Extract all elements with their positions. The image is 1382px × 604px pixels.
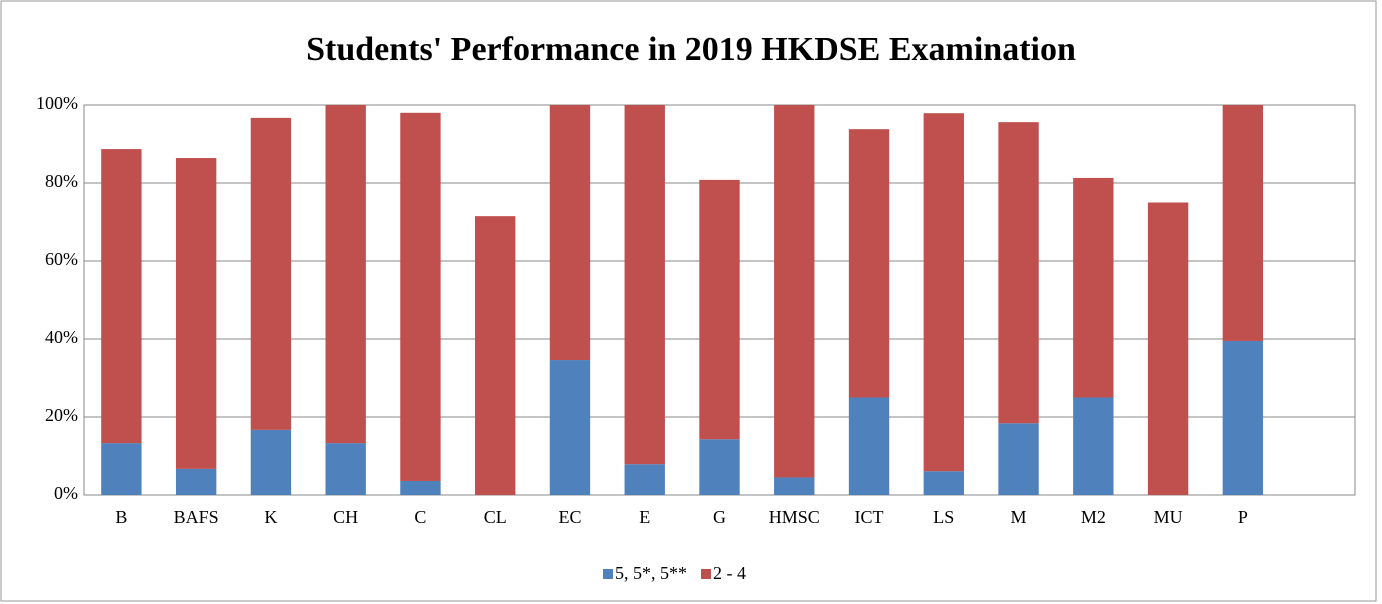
bar-segment (325, 443, 366, 495)
bar-segment (1073, 397, 1114, 495)
bar-segment (101, 443, 142, 495)
legend-label: 5, 5*, 5** (615, 563, 687, 583)
y-tick-label: 80% (45, 171, 78, 191)
y-tick-label: 20% (45, 405, 78, 425)
bar-segment (475, 216, 516, 495)
y-tick-label: 0% (54, 483, 78, 503)
legend-swatch (603, 569, 613, 579)
bar-segment (400, 480, 441, 495)
x-tick-label: HMSC (769, 507, 820, 527)
x-tick-label: B (115, 507, 127, 527)
y-tick-label: 60% (45, 249, 78, 269)
bar-segment (1222, 340, 1264, 495)
bar-segment (699, 439, 740, 495)
bar-segment (923, 471, 964, 495)
x-tick-label: LS (933, 507, 954, 527)
bar-segment (325, 105, 366, 444)
bar-segment (1073, 177, 1114, 398)
bar-segment (101, 149, 142, 444)
bar-segment (1222, 105, 1264, 341)
bar-segment (699, 179, 740, 440)
bar-segment (923, 113, 964, 472)
y-tick-label: 40% (45, 327, 78, 347)
bar-segment (549, 105, 591, 361)
x-tick-label: CH (333, 507, 358, 527)
bar-segment (848, 397, 890, 495)
bar-segment (175, 468, 217, 495)
chart-title: Students' Performance in 2019 HKDSE Exam… (306, 31, 1076, 68)
x-tick-label: P (1238, 507, 1248, 527)
bar-segment (250, 429, 292, 495)
x-tick-label: MU (1154, 507, 1183, 527)
legend-label: 2 - 4 (713, 563, 746, 583)
x-tick-label: ICT (855, 507, 884, 527)
bar-segment (774, 477, 815, 495)
bar-segment (549, 360, 591, 495)
x-tick-label: E (639, 507, 650, 527)
bar-segment (848, 129, 890, 398)
bar-segment (175, 158, 217, 469)
bar-segment (400, 112, 441, 481)
x-tick-label: C (414, 507, 426, 527)
x-tick-label: K (264, 507, 277, 527)
bar-segment (624, 105, 665, 465)
bar-segment (624, 464, 665, 495)
x-tick-label: G (713, 507, 726, 527)
x-tick-label: EC (558, 507, 581, 527)
bar-segment (250, 117, 292, 430)
bar-segment (1147, 202, 1189, 495)
bar-segment (998, 122, 1039, 424)
x-tick-label: M2 (1081, 507, 1106, 527)
y-tick-label: 100% (36, 93, 78, 113)
legend-swatch (701, 569, 711, 579)
x-tick-label: M (1011, 507, 1027, 527)
bar-segment (998, 423, 1039, 495)
x-tick-label: BAFS (174, 507, 219, 527)
x-tick-label: CL (484, 507, 507, 527)
bar-segment (774, 105, 815, 478)
